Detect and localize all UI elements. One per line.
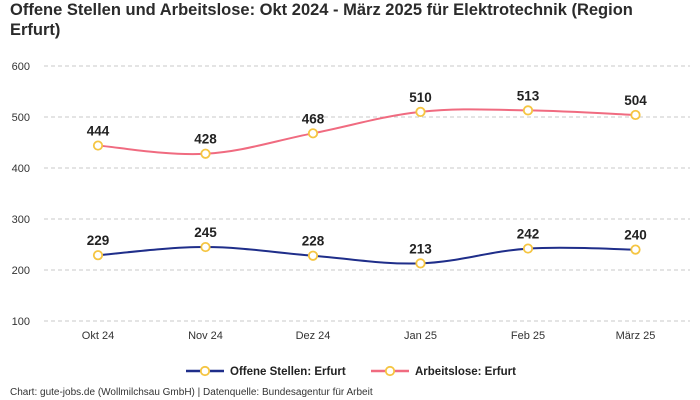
data-label: 228 <box>302 234 325 249</box>
data-label: 504 <box>624 93 647 108</box>
data-point <box>630 244 641 255</box>
x-tick-label: Jan 25 <box>404 330 437 342</box>
grid <box>44 65 690 322</box>
data-point <box>307 128 319 139</box>
data-label: 468 <box>302 111 325 126</box>
legend-label: Arbeitslose: Erfurt <box>415 366 516 378</box>
series-lines <box>97 108 636 265</box>
legend-swatch-marker <box>384 365 396 377</box>
data-label: 245 <box>194 225 217 240</box>
y-tick-label: 200 <box>12 265 30 277</box>
data-point <box>200 241 211 253</box>
legend-label: Offene Stellen: Erfurt <box>230 366 346 378</box>
data-point <box>630 109 641 121</box>
y-tick-label: 600 <box>12 61 30 73</box>
y-axis: 100 200 300 400 500 600 <box>12 61 30 328</box>
y-tick-label: 400 <box>12 163 30 175</box>
data-label: 513 <box>517 88 540 103</box>
x-tick-label: Dez 24 <box>296 330 331 342</box>
data-label: 428 <box>194 132 217 147</box>
data-point <box>92 250 104 261</box>
y-tick-label: 300 <box>12 214 30 226</box>
data-point <box>92 140 104 151</box>
data-point <box>200 148 211 159</box>
x-tick-label: Feb 25 <box>511 330 545 342</box>
data-point <box>415 258 426 269</box>
data-labels: 229 245 228 213 242 240 444 428 468 510 513 504 <box>87 88 648 256</box>
legend: Offene Stellen: Erfurt Arbeitslose: Erfur… <box>186 365 516 378</box>
legend-swatch-marker <box>199 365 211 377</box>
data-point <box>415 106 426 118</box>
data-label: 242 <box>517 227 540 242</box>
source-credit: Chart: gute-jobs.de (Wollmilchsau GmbH) … <box>10 387 373 398</box>
data-label: 444 <box>87 124 110 139</box>
chart-title: Offene Stellen und Arbeitslose: Okt 2024… <box>10 1 633 39</box>
series-line-1 <box>97 108 636 156</box>
series-points <box>92 105 641 269</box>
series-line-0 <box>97 246 636 265</box>
data-point <box>522 243 534 254</box>
y-tick-label: 100 <box>12 316 30 328</box>
data-label: 240 <box>624 228 647 243</box>
data-label: 510 <box>409 90 432 105</box>
x-axis: Okt 24 Nov 24 Dez 24 Jan 25 Feb 25 März 25 <box>82 330 656 342</box>
data-label: 213 <box>409 241 432 256</box>
x-tick-label: März 25 <box>616 330 656 342</box>
data-point <box>522 105 534 116</box>
x-tick-label: Nov 24 <box>188 330 223 342</box>
data-label: 229 <box>87 233 110 248</box>
data-point <box>307 250 319 261</box>
y-tick-label: 500 <box>12 112 30 124</box>
x-tick-label: Okt 24 <box>82 330 114 342</box>
